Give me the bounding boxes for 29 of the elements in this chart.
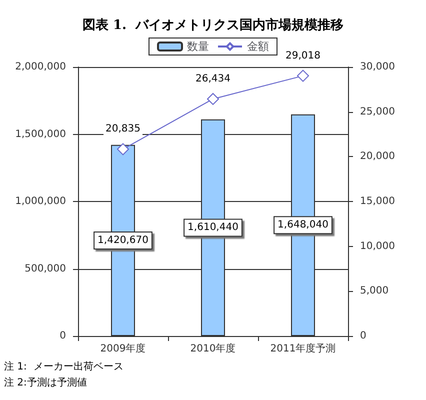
chart-title: 図表 1. バイオメトリクス国内市場規模推移 (82, 17, 344, 33)
y-tick-label: 1,000,000 (15, 196, 66, 207)
y2-tick-label: 15,000 (360, 196, 395, 207)
point (207, 92, 219, 105)
legend-label: 数量 (187, 40, 209, 53)
data-label: 20,835 (106, 124, 140, 135)
y2-tick-label: 25,000 (360, 106, 395, 118)
point (297, 70, 309, 82)
y2-tick-label: 0 (360, 330, 366, 342)
y2-tick-label: 20,000 (360, 151, 395, 162)
point (117, 143, 129, 156)
data-label: 29,018 (286, 50, 320, 62)
data-label: 26,434 (196, 73, 230, 84)
y-tick-label: 2,000,000 (15, 62, 66, 72)
x-tick-label: 2009年度 (100, 342, 146, 354)
legend-label: 金額 (247, 40, 269, 53)
y2-tick-label: 10,000 (360, 240, 395, 252)
y-tick-label: 1,500,000 (15, 128, 66, 140)
y-tick-label: 500,000 (24, 263, 66, 274)
data-label: 1,648,040 (278, 220, 328, 231)
x-tick-label: 2010年度 (190, 342, 236, 354)
data-label: 1,610,440 (188, 222, 238, 234)
y-tick-label: 0 (60, 330, 66, 342)
text: 注 2:予測は予測値 (4, 376, 87, 388)
data-label: 1,420,670 (98, 234, 148, 246)
y2-tick-label: 30,000 (360, 62, 395, 72)
y2-tick-label: 5,000 (360, 286, 389, 297)
x-tick-label: 2011年度予測 (270, 342, 336, 354)
text: 注 1: メーカー出荷ベース (4, 360, 124, 372)
